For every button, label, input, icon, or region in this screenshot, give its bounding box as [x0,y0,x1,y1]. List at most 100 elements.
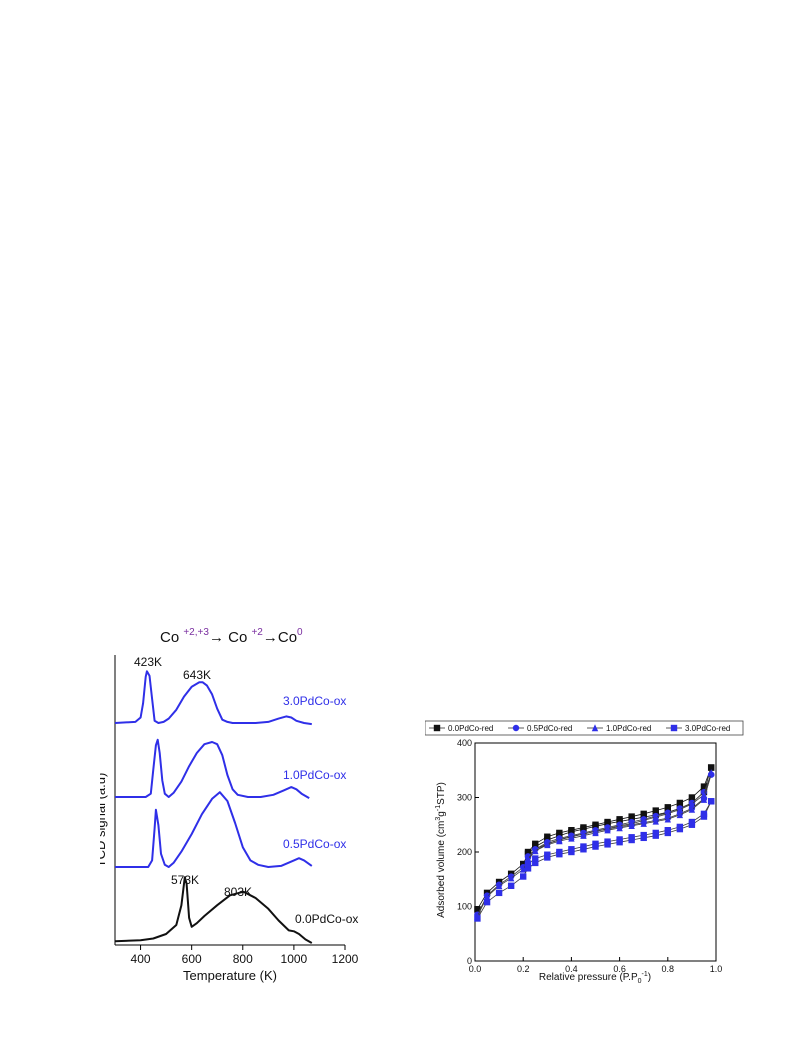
isotherm-point [688,805,696,813]
isotherm-point [652,807,659,814]
isotherm-point [616,836,623,843]
isotherm-point [688,800,696,808]
isotherm-y-tick-label: 200 [457,847,472,857]
isotherm-x-label: Relative pressure (P.P0-1) [539,971,651,985]
isotherm-point [556,836,563,844]
tpr-series-line [114,670,312,726]
isotherm-point [474,915,481,922]
isotherm-point [524,854,532,862]
eq-sup2: +2 [251,627,263,638]
isotherm-point [700,783,708,790]
eq-sup1: +2,+3 [183,627,209,638]
isotherm-point [604,818,611,826]
isotherm-point [520,873,527,880]
isotherm-y-tick-label: 300 [457,793,472,803]
isotherm-point [580,830,587,838]
tpr-curves [114,670,313,944]
isotherm-x-tick-label: 0.0 [469,964,482,974]
isotherm-point [670,724,678,732]
isotherm-point [664,804,671,811]
isotherm-ticks: 0.0 0.2 0.4 0.6 0.8 1.0 0 100 200 300 400 [457,738,722,974]
isotherm-point [628,834,635,841]
isotherm-point [483,898,491,906]
isotherm-point [664,815,671,823]
isotherm-point [556,848,563,856]
isotherm-chart: 0.0PdCo-red 0.5PdCo-red 1.0PdCo-red 3.0PdCo… [424,718,755,988]
isotherm-point [507,874,515,882]
tpr-series-line [115,791,313,868]
legend-box [424,720,744,736]
isotherm-point [604,824,611,832]
isotherm-y-tick-label: 400 [457,738,472,748]
tpr-chart: Co +2,+3→ Co +2→Co0 TCD signal (a.u) Tem… [93,615,360,985]
isotherm-point [520,860,527,868]
tpr-series-label-0: 0.0PdCo-ox [295,912,358,926]
peak-label-423: 423K [134,655,162,669]
peak-label-803: 803K [224,885,252,899]
isotherm-point [676,805,684,813]
isotherm-series [474,798,715,922]
isotherm-point [495,889,503,897]
tpr-equation: Co +2,+3→ Co +2→Co0 [160,627,303,646]
isotherm-x-tick-label: 0.6 [613,964,626,974]
peak-label-573: 573K [171,873,199,887]
tpr-x-tick-label: 400 [131,952,151,966]
isotherm-point [524,865,532,872]
isotherm-point [532,859,539,867]
eq-arrow1: → [209,629,224,646]
isotherm-y-tick-label: 0 [467,956,472,966]
isotherm-chart-svg: 0.0PdCo-red 0.5PdCo-red 1.0PdCo-red 3.0PdCo… [424,720,744,985]
isotherm-point [700,810,708,818]
tpr-x-ticks: 400 600 800 1000 1200 [131,945,359,966]
isotherm-plot-frame [474,742,717,962]
isotherm-point [507,882,515,889]
isotherm-point [592,840,599,848]
legend-label: 3.0PdCo-red [685,724,730,733]
isotherm-point [640,831,647,839]
tpr-x-label: Temperature (K) [183,968,277,983]
isotherm-point [532,840,539,848]
tpr-series-line [115,738,310,799]
isotherm-desorption-line [527,772,712,859]
isotherm-point [707,769,715,777]
isotherm-point [652,813,659,821]
isotherm-adsorption-line [477,801,712,919]
isotherm-point [652,817,659,825]
isotherm-x-tick-label: 0.2 [517,964,530,974]
isotherm-point [544,833,551,840]
peak-label-643: 643K [183,668,211,682]
isotherm-point [676,811,684,819]
isotherm-point [568,833,575,840]
isotherm-point [544,840,551,848]
isotherm-point [524,848,532,856]
isotherm-point [580,824,587,831]
tpr-y-label: TCD signal (a.u) [100,773,108,868]
isotherm-point [676,799,684,807]
isotherm-point [474,906,481,913]
isotherm-y-tick-label: 100 [457,902,472,912]
eq-co3: Co [278,629,297,646]
eq-sup3: 0 [297,627,303,638]
isotherm-point [532,847,539,855]
tpr-series-label-05: 0.5PdCo-ox [283,837,346,851]
isotherm-point [556,829,563,837]
isotherm-point [700,795,708,803]
isotherm-point [568,846,575,853]
isotherm-point [512,724,520,732]
isotherm-point [591,724,599,732]
eq-co1: Co [160,629,183,646]
isotherm-point [628,819,635,827]
isotherm-point [676,823,684,831]
isotherm-point [616,822,623,830]
legend-label: 1.0PdCo-red [606,724,651,733]
eq-arrow2: → [263,629,278,646]
tpr-series-line [114,876,313,944]
isotherm-series [474,764,715,913]
tpr-series-label-1: 1.0PdCo-ox [283,768,346,782]
isotherm-x-tick-label: 0.4 [565,964,578,974]
isotherm-point [664,827,671,834]
isotherm-curves [474,764,715,922]
isotherm-point [700,791,708,798]
tpr-x-tick-label: 800 [233,952,253,966]
isotherm-point [532,855,539,862]
